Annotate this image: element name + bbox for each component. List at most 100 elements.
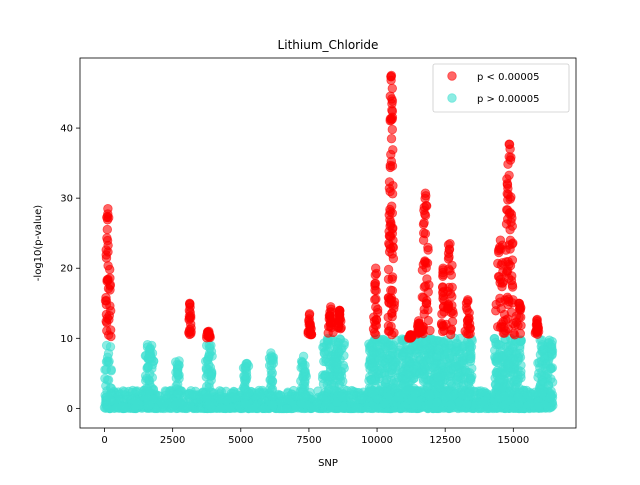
data-point-significant — [424, 280, 434, 290]
data-point-significant — [417, 292, 428, 302]
data-point-nonsignificant — [144, 400, 155, 410]
data-point-significant — [304, 320, 314, 330]
data-point-significant — [464, 319, 475, 329]
legend-marker-significant — [447, 71, 457, 81]
data-point-significant — [443, 254, 454, 264]
data-point-nonsignificant — [347, 390, 358, 400]
data-point-nonsignificant — [321, 398, 332, 409]
data-point-significant — [423, 315, 434, 326]
data-point-nonsignificant — [171, 367, 181, 378]
data-point-nonsignificant — [493, 339, 503, 350]
data-point-nonsignificant — [204, 399, 214, 410]
data-point-nonsignificant — [123, 391, 133, 402]
data-point-significant — [204, 326, 214, 337]
data-point-significant — [385, 221, 395, 231]
data-point-nonsignificant — [534, 357, 545, 368]
data-point-nonsignificant — [174, 398, 185, 408]
data-point-significant — [102, 224, 113, 235]
data-point-nonsignificant — [325, 375, 335, 386]
data-point-nonsignificant — [516, 360, 526, 371]
data-point-nonsignificant — [160, 390, 171, 401]
data-point-significant — [389, 297, 400, 307]
x-axis: 0 2500 5000 7500 10000 12500 15000 — [101, 428, 529, 446]
data-point-nonsignificant — [202, 392, 213, 402]
data-point-significant — [447, 316, 458, 327]
data-point-nonsignificant — [339, 338, 350, 348]
data-point-nonsignificant — [374, 385, 384, 396]
data-point-nonsignificant — [385, 351, 395, 361]
data-point-nonsignificant — [410, 388, 420, 399]
data-point-significant — [507, 213, 517, 223]
data-point-significant — [505, 224, 515, 235]
data-point-significant — [100, 296, 111, 306]
data-point-nonsignificant — [120, 403, 130, 413]
data-point-nonsignificant — [459, 380, 469, 390]
data-point-significant — [386, 149, 396, 160]
data-point-nonsignificant — [412, 341, 423, 352]
data-point-significant — [417, 326, 427, 336]
data-point-significant — [462, 305, 473, 316]
data-point-significant — [370, 294, 380, 305]
data-point-significant — [384, 177, 395, 187]
data-point-significant — [102, 326, 112, 336]
data-point-nonsignificant — [264, 353, 275, 363]
data-point-nonsignificant — [452, 375, 462, 385]
data-point-nonsignificant — [170, 357, 181, 367]
data-point-significant — [334, 305, 345, 316]
data-point-significant — [304, 309, 315, 319]
data-point-nonsignificant — [380, 358, 390, 368]
data-point-nonsignificant — [460, 365, 471, 375]
data-point-nonsignificant — [442, 391, 453, 402]
legend-label-nonsignificant: p > 0.00005 — [477, 94, 539, 105]
data-point-nonsignificant — [366, 375, 377, 385]
data-point-significant — [386, 133, 397, 144]
data-point-nonsignificant — [442, 348, 453, 358]
data-point-nonsignificant — [388, 360, 398, 371]
data-point-nonsignificant — [142, 384, 153, 394]
data-point-nonsignificant — [464, 386, 475, 397]
data-point-nonsignificant — [102, 352, 113, 363]
data-point-significant — [387, 94, 397, 104]
data-point-significant — [420, 228, 431, 239]
x-tick-label: 15000 — [497, 435, 529, 446]
data-point-significant — [463, 295, 473, 305]
data-point-significant — [506, 275, 517, 286]
data-point-nonsignificant — [543, 369, 553, 379]
legend-label-significant: p < 0.00005 — [477, 72, 539, 83]
data-point-nonsignificant — [222, 395, 232, 406]
data-point-nonsignificant — [365, 346, 375, 356]
data-point-nonsignificant — [546, 391, 556, 402]
data-point-significant — [495, 235, 506, 245]
data-point-nonsignificant — [378, 334, 388, 345]
data-point-nonsignificant — [338, 376, 348, 387]
data-point-significant — [368, 324, 379, 334]
data-point-nonsignificant — [455, 349, 465, 359]
data-point-nonsignificant — [537, 340, 547, 350]
data-point-nonsignificant — [100, 373, 110, 384]
data-point-significant — [503, 294, 514, 304]
data-point-significant — [102, 276, 112, 287]
data-point-nonsignificant — [145, 351, 156, 362]
data-point-nonsignificant — [204, 382, 214, 393]
data-point-nonsignificant — [455, 333, 466, 344]
data-point-nonsignificant — [431, 397, 442, 407]
legend: p < 0.00005 p > 0.00005 — [432, 63, 570, 113]
x-tick-label: 2500 — [160, 435, 185, 446]
data-point-nonsignificant — [503, 347, 513, 358]
data-point-significant — [103, 247, 113, 257]
data-point-significant — [371, 263, 381, 273]
data-point-significant — [419, 218, 429, 228]
data-point-significant — [503, 256, 513, 267]
data-point-nonsignificant — [267, 391, 277, 401]
data-point-nonsignificant — [534, 402, 545, 412]
x-tick-label: 10000 — [361, 435, 393, 446]
data-point-significant — [104, 264, 115, 275]
plot-frame — [79, 57, 577, 429]
data-point-nonsignificant — [323, 357, 334, 367]
data-point-nonsignificant — [105, 383, 116, 393]
data-point-nonsignificant — [101, 364, 112, 375]
x-tick-label: 5000 — [228, 435, 253, 446]
data-point-significant — [499, 309, 510, 320]
